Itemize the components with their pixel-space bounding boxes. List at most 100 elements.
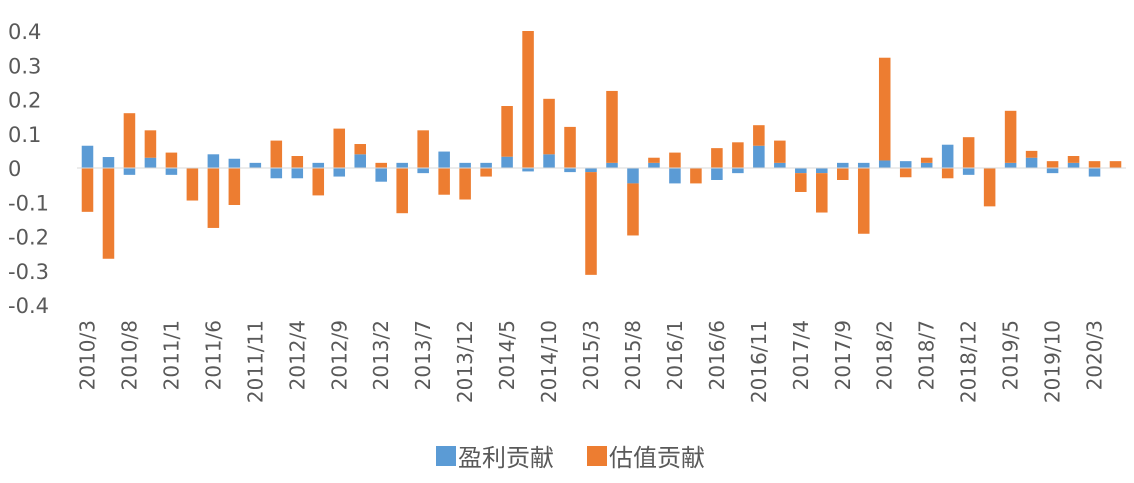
x-tick-label: 2014/5: [495, 320, 519, 390]
y-tick-label: 0.3: [8, 54, 41, 78]
bar-valuation: [438, 168, 450, 195]
bar-earnings: [732, 168, 744, 174]
bar-valuation: [1046, 161, 1059, 168]
bar-valuation: [396, 168, 408, 214]
bar-valuation: [711, 148, 723, 168]
x-tick-label: 2012/4: [285, 320, 309, 390]
y-tick-label: -0.2: [8, 226, 49, 250]
bar-earnings: [1004, 162, 1017, 168]
bar-valuation: [1088, 161, 1101, 168]
x-tick-label: 2012/9: [327, 320, 351, 390]
bar-valuation: [962, 137, 975, 168]
bar-valuation: [669, 152, 681, 168]
bar-valuation: [291, 156, 304, 168]
bar-valuation: [375, 162, 387, 168]
x-tick-label: 2018/2: [873, 320, 897, 390]
y-tick-label: 0.2: [8, 89, 41, 113]
bar-valuation: [459, 168, 471, 200]
bar-earnings: [857, 162, 870, 168]
x-tick-label: 2013/2: [369, 320, 393, 390]
bar-valuation: [816, 173, 828, 213]
bar-earnings: [941, 144, 954, 168]
bar-earnings: [522, 168, 534, 172]
x-tick-label: 2018/7: [915, 320, 939, 390]
x-tick-label: 2017/4: [789, 320, 813, 390]
x-tick-label: 2020/3: [1083, 320, 1107, 390]
bar-earnings: [228, 158, 241, 168]
bar-valuation: [795, 173, 807, 192]
bar-earnings: [291, 168, 304, 179]
bar-valuation: [878, 57, 891, 161]
bar-earnings: [144, 157, 157, 168]
bar-earnings: [816, 168, 828, 174]
bar-valuation: [228, 168, 241, 205]
bar-earnings: [648, 162, 660, 168]
bar-earnings: [375, 168, 387, 182]
bar-valuation: [837, 168, 849, 180]
x-tick-label: 2017/9: [831, 320, 855, 390]
bar-valuation: [585, 172, 597, 275]
bar-earnings: [123, 168, 136, 175]
bar-valuation: [144, 130, 157, 158]
bar-earnings: [249, 162, 262, 168]
bar-valuation: [123, 113, 136, 168]
bar-valuation: [564, 126, 576, 168]
bar-earnings: [585, 168, 597, 173]
bar-earnings: [270, 168, 283, 179]
y-tick-label: 0: [8, 157, 21, 181]
bar-valuation: [417, 130, 429, 168]
bar-valuation: [501, 106, 513, 157]
legend-swatch-earnings: [436, 446, 456, 466]
x-axis: 2010/3 2010/8 2011/1 2011/6 2011/11 2012/4 201…: [75, 320, 1106, 403]
bar-earnings: [669, 168, 681, 184]
bar-earnings: [102, 157, 115, 168]
bar-earnings: [795, 168, 807, 174]
bar-earnings: [1046, 168, 1059, 174]
x-tick-label: 2011/1: [159, 320, 183, 390]
y-tick-label: -0.1: [8, 191, 49, 215]
legend-label-earnings: 盈利贡献: [458, 444, 554, 472]
bar-valuation: [480, 168, 492, 177]
bar-valuation: [312, 168, 325, 196]
bar-earnings: [711, 168, 723, 180]
bar-valuation: [899, 168, 912, 178]
bar-earnings: [564, 168, 576, 173]
legend-swatch-valuation: [587, 446, 607, 466]
bar-earnings: [753, 145, 765, 168]
x-tick-label: 2016/11: [747, 320, 771, 403]
bar-valuation: [1025, 150, 1038, 158]
x-tick-label: 2011/6: [201, 320, 225, 390]
bar-earnings: [396, 162, 408, 168]
y-tick-label: -0.4: [8, 294, 49, 318]
x-tick-label: 2019/5: [999, 320, 1023, 390]
bar-earnings: [1025, 157, 1038, 168]
bars: [81, 31, 1122, 275]
bar-earnings: [438, 151, 450, 168]
bar-earnings: [606, 162, 618, 168]
bar-earnings: [962, 168, 975, 175]
bar-earnings: [920, 162, 933, 168]
bar-earnings: [878, 160, 891, 168]
bar-valuation: [270, 140, 283, 168]
x-tick-label: 2019/10: [1041, 320, 1065, 403]
bar-valuation: [1067, 156, 1080, 163]
x-tick-label: 2013/7: [411, 320, 435, 390]
bar-earnings: [354, 154, 366, 168]
bar-valuation: [983, 168, 996, 207]
bar-valuation: [690, 168, 702, 184]
bar-earnings: [459, 162, 471, 168]
bar-valuation: [606, 90, 618, 163]
bar-earnings: [312, 162, 325, 168]
bar-valuation: [186, 168, 199, 201]
y-axis: 0.4 0.3 0.2 0.1 0 -0.1 -0.2 -0.3 -0.4: [8, 20, 49, 318]
bar-valuation: [165, 152, 178, 168]
x-tick-label: 2010/3: [75, 320, 99, 390]
bar-valuation: [1109, 161, 1122, 168]
y-tick-label: -0.3: [8, 260, 49, 284]
x-tick-label: 2018/12: [957, 320, 981, 403]
bar-valuation: [941, 168, 954, 179]
bar-valuation: [753, 125, 765, 146]
x-tick-label: 2016/1: [663, 320, 687, 390]
bar-valuation: [920, 157, 933, 163]
